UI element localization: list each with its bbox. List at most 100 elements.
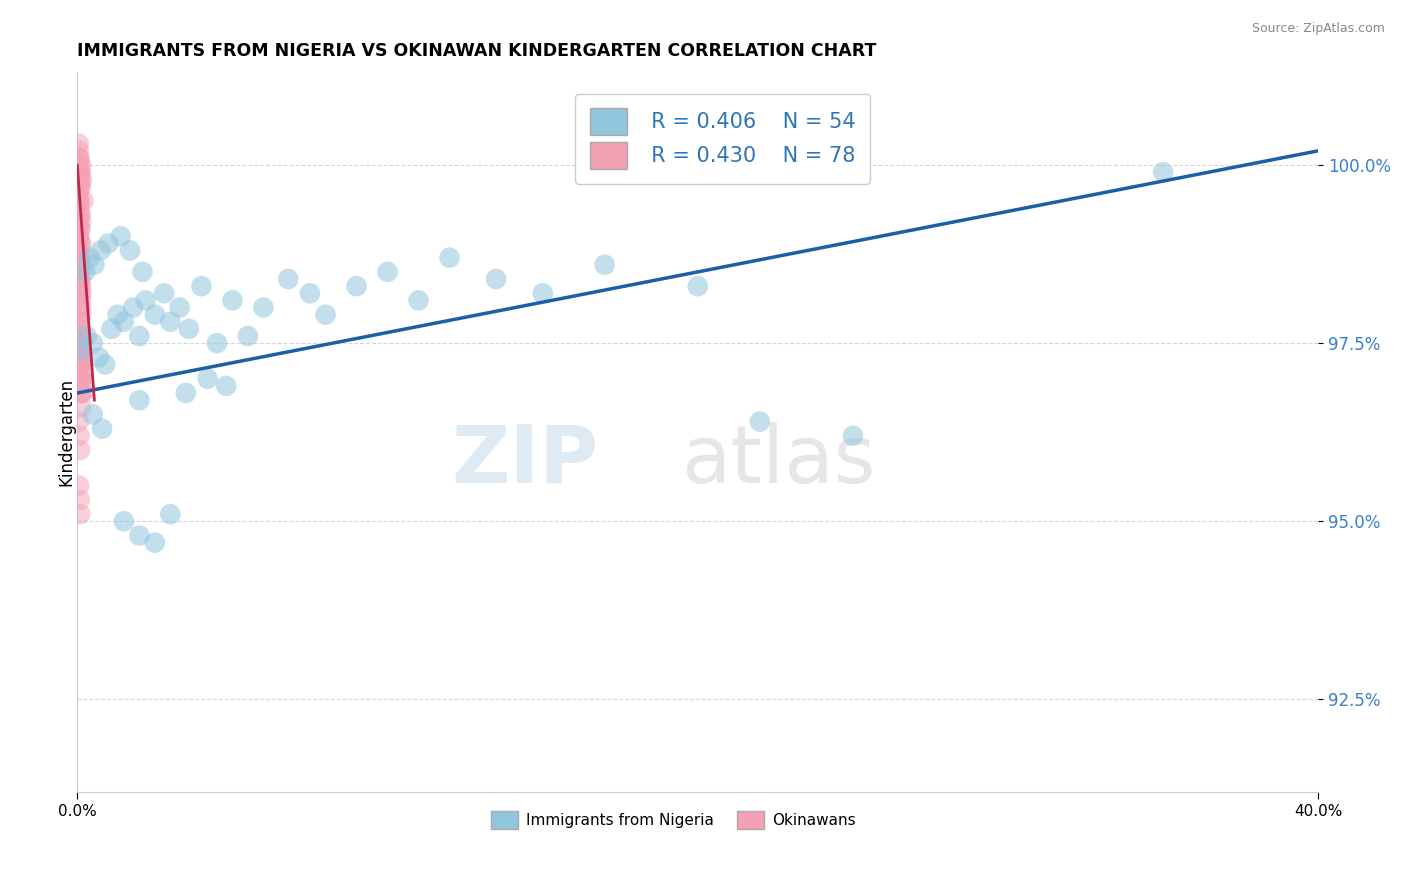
Point — [67, 144, 90, 158]
Point — [67, 322, 90, 336]
Point — [82, 336, 104, 351]
Point — [190, 279, 212, 293]
Point — [69, 151, 91, 165]
Point — [128, 528, 150, 542]
Point — [83, 258, 105, 272]
Point — [69, 279, 91, 293]
Point — [70, 286, 93, 301]
Point — [69, 222, 91, 236]
Point — [70, 236, 93, 251]
Point — [143, 308, 166, 322]
Point — [70, 379, 93, 393]
Point — [298, 286, 321, 301]
Point — [159, 315, 181, 329]
Point — [174, 386, 197, 401]
Point — [70, 372, 93, 386]
Point — [159, 507, 181, 521]
Point — [197, 372, 219, 386]
Point — [70, 308, 93, 322]
Point — [70, 301, 93, 315]
Point — [252, 301, 274, 315]
Point — [79, 251, 101, 265]
Point — [236, 329, 259, 343]
Point — [67, 229, 90, 244]
Point — [72, 386, 94, 401]
Point — [67, 244, 90, 258]
Point — [67, 415, 90, 429]
Point — [69, 429, 91, 443]
Point — [69, 343, 91, 358]
Point — [67, 478, 90, 492]
Text: atlas: atlas — [682, 422, 876, 500]
Point — [1152, 165, 1174, 179]
Point — [69, 208, 91, 222]
Point — [69, 272, 91, 286]
Point — [67, 229, 90, 244]
Point — [135, 293, 157, 308]
Point — [87, 351, 110, 365]
Point — [76, 329, 98, 343]
Point — [143, 535, 166, 549]
Point — [69, 258, 91, 272]
Point — [215, 379, 238, 393]
Point — [69, 372, 91, 386]
Point — [531, 286, 554, 301]
Point — [73, 265, 96, 279]
Point — [69, 372, 91, 386]
Point — [69, 343, 91, 358]
Point — [69, 172, 91, 186]
Text: ZIP: ZIP — [451, 422, 599, 500]
Point — [485, 272, 508, 286]
Point — [69, 329, 91, 343]
Point — [314, 308, 336, 322]
Point — [69, 351, 91, 365]
Point — [70, 401, 93, 415]
Point — [69, 208, 91, 222]
Point — [70, 372, 93, 386]
Point — [69, 329, 91, 343]
Point — [69, 315, 91, 329]
Point — [69, 265, 91, 279]
Point — [69, 343, 91, 358]
Point — [67, 215, 90, 229]
Point — [82, 408, 104, 422]
Point — [69, 336, 91, 351]
Point — [69, 179, 91, 194]
Point — [408, 293, 430, 308]
Point — [69, 244, 91, 258]
Point — [69, 358, 91, 372]
Point — [118, 244, 141, 258]
Point — [69, 251, 91, 265]
Point — [277, 272, 299, 286]
Point — [69, 165, 91, 179]
Point — [67, 136, 90, 151]
Point — [593, 258, 616, 272]
Point — [69, 507, 91, 521]
Point — [70, 343, 93, 358]
Point — [112, 514, 135, 528]
Point — [221, 293, 243, 308]
Point — [377, 265, 399, 279]
Point — [70, 358, 93, 372]
Point — [842, 429, 865, 443]
Point — [69, 258, 91, 272]
Point — [69, 165, 91, 179]
Point — [748, 415, 770, 429]
Point — [70, 158, 93, 172]
Point — [69, 358, 91, 372]
Point — [69, 222, 91, 236]
Point — [94, 358, 117, 372]
Point — [69, 165, 91, 179]
Point — [128, 393, 150, 408]
Point — [70, 251, 93, 265]
Point — [177, 322, 200, 336]
Point — [91, 422, 114, 436]
Point — [205, 336, 228, 351]
Point — [69, 286, 91, 301]
Point — [100, 322, 122, 336]
Point — [69, 236, 91, 251]
Point — [70, 172, 93, 186]
Point — [67, 343, 90, 358]
Point — [128, 329, 150, 343]
Legend: Immigrants from Nigeria, Okinawans: Immigrants from Nigeria, Okinawans — [485, 805, 862, 835]
